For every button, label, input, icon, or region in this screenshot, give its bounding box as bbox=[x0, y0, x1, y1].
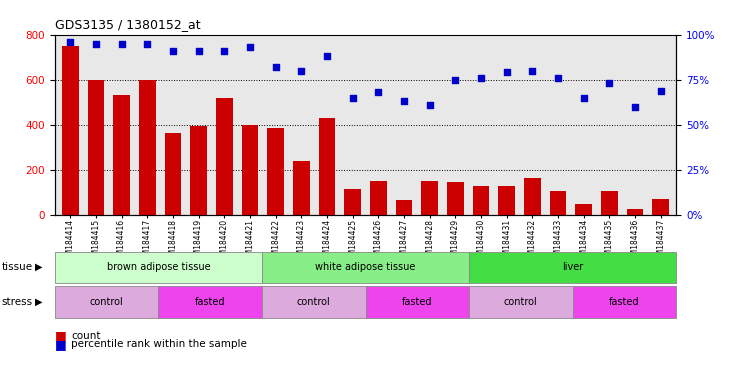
Bar bbox=[88, 80, 105, 215]
Point bbox=[321, 53, 333, 59]
Point bbox=[373, 89, 385, 95]
Bar bbox=[344, 189, 361, 215]
Text: count: count bbox=[71, 331, 100, 341]
Bar bbox=[293, 161, 310, 215]
Point bbox=[346, 95, 358, 101]
Text: control: control bbox=[297, 297, 330, 307]
Bar bbox=[653, 199, 669, 215]
Bar bbox=[268, 128, 284, 215]
Text: percentile rank within the sample: percentile rank within the sample bbox=[71, 339, 247, 349]
Point bbox=[655, 88, 667, 94]
Point bbox=[552, 75, 564, 81]
Text: ■: ■ bbox=[55, 338, 67, 351]
Point bbox=[475, 75, 487, 81]
Point bbox=[90, 41, 102, 47]
Point bbox=[629, 104, 641, 110]
Text: stress: stress bbox=[1, 297, 33, 307]
Bar bbox=[242, 125, 258, 215]
Bar bbox=[62, 46, 78, 215]
Point bbox=[526, 68, 538, 74]
Point bbox=[501, 70, 512, 76]
Bar bbox=[370, 181, 387, 215]
Bar bbox=[524, 178, 541, 215]
Point bbox=[398, 98, 410, 104]
Bar bbox=[575, 204, 592, 215]
Bar bbox=[139, 80, 156, 215]
Bar bbox=[319, 118, 336, 215]
Bar bbox=[601, 191, 618, 215]
Text: control: control bbox=[90, 297, 124, 307]
Point bbox=[604, 80, 616, 86]
Text: brown adipose tissue: brown adipose tissue bbox=[107, 262, 211, 272]
Text: fasted: fasted bbox=[609, 297, 640, 307]
Bar bbox=[550, 191, 567, 215]
Text: fasted: fasted bbox=[402, 297, 433, 307]
Bar bbox=[421, 181, 438, 215]
Bar bbox=[499, 186, 515, 215]
Bar bbox=[164, 133, 181, 215]
Point bbox=[167, 48, 179, 54]
Bar bbox=[216, 98, 232, 215]
Text: ■: ■ bbox=[55, 329, 67, 342]
Point bbox=[219, 48, 230, 54]
Text: fasted: fasted bbox=[195, 297, 225, 307]
Point bbox=[115, 41, 127, 47]
Bar bbox=[626, 209, 643, 215]
Text: GDS3135 / 1380152_at: GDS3135 / 1380152_at bbox=[55, 18, 200, 31]
Bar bbox=[395, 200, 412, 215]
Bar bbox=[473, 186, 489, 215]
Text: tissue: tissue bbox=[1, 262, 33, 272]
Text: ▶: ▶ bbox=[35, 297, 42, 307]
Point bbox=[141, 41, 153, 47]
Point bbox=[578, 95, 590, 101]
Point bbox=[244, 44, 256, 50]
Point bbox=[193, 48, 205, 54]
Text: white adipose tissue: white adipose tissue bbox=[315, 262, 416, 272]
Text: ▶: ▶ bbox=[35, 262, 42, 272]
Bar bbox=[447, 182, 463, 215]
Point bbox=[64, 39, 76, 45]
Point bbox=[295, 68, 307, 74]
Point bbox=[450, 77, 461, 83]
Text: liver: liver bbox=[562, 262, 583, 272]
Bar bbox=[190, 126, 207, 215]
Bar bbox=[113, 96, 130, 215]
Text: control: control bbox=[504, 297, 538, 307]
Point bbox=[424, 102, 436, 108]
Point bbox=[270, 64, 281, 70]
